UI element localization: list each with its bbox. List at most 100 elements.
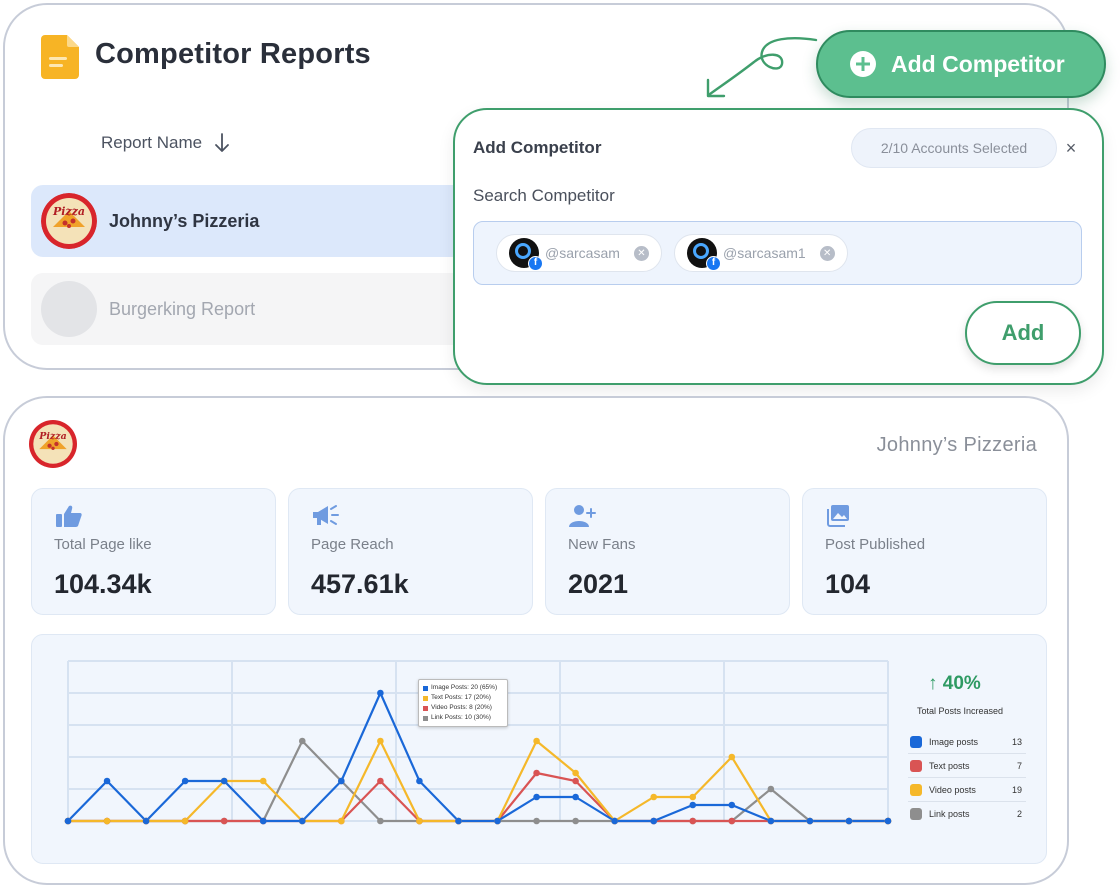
pizza-logo-avatar: Pizza — [41, 193, 97, 249]
facebook-icon: f — [706, 256, 721, 271]
tooltip-swatch — [423, 695, 428, 701]
data-point — [533, 817, 540, 825]
data-point — [728, 801, 736, 809]
svg-text:Pizza: Pizza — [38, 431, 66, 442]
data-point — [377, 777, 384, 785]
placeholder-avatar — [41, 281, 97, 337]
legend-swatch — [910, 759, 922, 772]
data-point — [689, 793, 697, 801]
data-point — [298, 817, 306, 825]
data-point — [338, 777, 345, 785]
stat-label: Page Reach — [311, 536, 394, 553]
competitor-chip[interactable]: f @sarcasam ✕ — [496, 234, 662, 272]
data-point — [650, 793, 658, 801]
data-point — [377, 817, 384, 825]
data-point — [220, 817, 228, 825]
stat-label: Post Published — [825, 536, 926, 553]
data-point — [533, 769, 540, 777]
stat-value: 104 — [825, 569, 871, 599]
legend-row: Video posts 19 — [908, 778, 1026, 802]
data-point — [689, 801, 697, 809]
data-point — [806, 817, 814, 825]
data-point — [455, 817, 462, 825]
series-line-image-posts — [67, 691, 888, 823]
legend-count: 19 — [1011, 784, 1022, 795]
data-point — [533, 793, 540, 801]
legend-label: Video posts — [929, 784, 976, 795]
chip-handle: @sarcasam1 — [723, 245, 806, 261]
legend-swatch — [910, 783, 922, 796]
chip-handle: @sarcasam — [545, 245, 620, 261]
data-point — [298, 737, 306, 745]
tooltip-line: Image Posts: 20 (65%) — [431, 684, 498, 691]
legend-label: Image posts — [929, 736, 979, 747]
posts-increase-label: Total Posts Increased — [917, 706, 1004, 716]
report-name: Johnny’s Pizzeria — [109, 210, 260, 231]
page-title: Competitor Reports — [95, 38, 371, 70]
accounts-selected-badge: 2/10 Accounts Selected — [851, 128, 1057, 168]
data-point — [416, 777, 423, 785]
data-point — [377, 737, 384, 745]
legend-label: Text posts — [929, 760, 970, 771]
add-competitor-button[interactable]: Add Competitor — [816, 30, 1106, 98]
legend-row: Link posts 2 — [908, 802, 1026, 826]
data-point — [181, 817, 189, 825]
megaphone-icon — [313, 505, 339, 525]
tooltip-line: Link Posts: 10 (30%) — [431, 714, 491, 721]
report-name: Burgerking Report — [109, 298, 256, 319]
data-point — [884, 817, 892, 825]
data-point — [64, 817, 72, 825]
thumbs-up-icon — [56, 505, 82, 527]
report-row[interactable]: Pizza Johnny’s Pizzeria — [31, 185, 471, 257]
document-icon — [41, 35, 79, 79]
stat-value: 457.61k — [311, 569, 409, 599]
data-point — [259, 817, 267, 825]
legend-swatch — [910, 808, 922, 820]
legend-label: Link posts — [929, 809, 970, 819]
report-detail-card: Pizza Johnny’s Pizzeria Total Page like … — [3, 396, 1069, 885]
remove-chip-icon[interactable]: ✕ — [633, 245, 649, 261]
add-competitor-label: Add Competitor — [891, 50, 1065, 77]
data-point — [220, 777, 228, 785]
data-point — [650, 817, 658, 825]
report-row[interactable]: Burgerking Report — [31, 273, 471, 345]
stat-card-new-fans: New Fans 2021 — [545, 488, 790, 615]
add-competitor-popover: Add Competitor 2/10 Accounts Selected × … — [453, 108, 1104, 385]
tooltip-swatch — [423, 685, 428, 691]
posts-line-chart — [64, 660, 892, 825]
data-point — [416, 817, 423, 825]
report-title: Johnny’s Pizzeria — [876, 434, 1037, 456]
popover-title: Add Competitor — [473, 138, 602, 157]
user-plus-icon — [569, 505, 596, 527]
remove-chip-icon[interactable]: ✕ — [819, 245, 835, 261]
data-point — [611, 817, 618, 825]
data-point — [103, 777, 111, 785]
stat-value: 2021 — [568, 569, 629, 599]
sort-arrow-down-icon — [215, 133, 230, 152]
search-input[interactable]: f @sarcasam ✕ f @sarcasam1 ✕ — [473, 221, 1082, 285]
stat-label: Total Page like — [54, 536, 152, 553]
stat-label: New Fans — [568, 536, 636, 553]
data-point — [181, 777, 189, 785]
legend-count: 2 — [1016, 809, 1022, 819]
curly-arrow-icon — [706, 37, 818, 98]
data-point — [728, 817, 736, 825]
data-point — [338, 817, 345, 825]
data-point — [377, 689, 384, 697]
pizza-logo: Pizza — [29, 420, 77, 468]
data-point — [728, 753, 736, 761]
account-avatar: f — [687, 238, 721, 271]
data-point — [845, 817, 853, 825]
tooltip-line: Text Posts: 17 (20%) — [431, 694, 491, 701]
stat-value: 104.34k — [54, 569, 152, 599]
image-icon — [827, 505, 849, 527]
posts-chart-panel: Image Posts: 20 (65%) Text Posts: 17 (20… — [31, 634, 1047, 864]
stat-card-page-reach: Page Reach 457.61k — [288, 488, 533, 615]
legend-swatch — [910, 735, 922, 748]
competitor-chip[interactable]: f @sarcasam1 ✕ — [674, 234, 848, 272]
data-point — [533, 737, 540, 745]
svg-text:Pizza: Pizza — [52, 205, 85, 218]
add-button[interactable]: Add — [965, 301, 1081, 365]
column-header-report-name[interactable]: Report Name — [101, 133, 230, 153]
close-icon[interactable]: × — [1065, 138, 1077, 158]
